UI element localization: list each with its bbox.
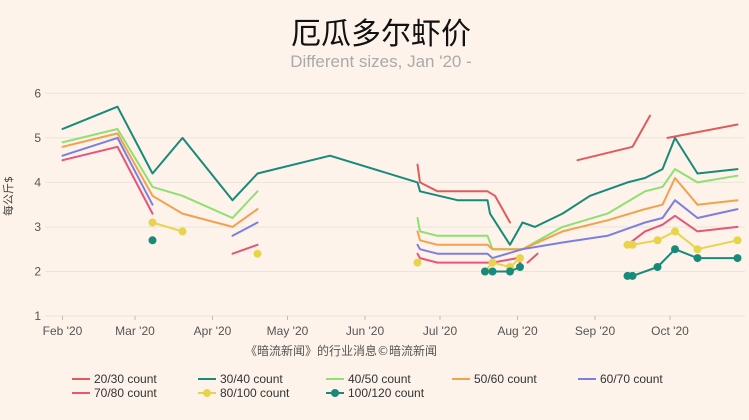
legend-label: 20/30 count <box>94 372 157 386</box>
series-line <box>61 132 259 228</box>
legend: 20/30 count 30/40 count 40/50 count 50/60 c… <box>72 372 663 400</box>
data-point <box>413 258 422 267</box>
data-point <box>178 227 187 236</box>
data-point <box>481 267 489 276</box>
series-line <box>231 221 259 237</box>
series-line <box>626 214 739 246</box>
series-line <box>416 163 511 224</box>
data-point <box>671 227 679 236</box>
series-30-40-count <box>61 105 739 246</box>
chart-subtitle: Different sizes, Jan '20 - <box>290 52 472 71</box>
series-line <box>526 252 539 264</box>
x-tick-label: Aug '20 <box>497 324 538 338</box>
data-point <box>628 240 637 249</box>
y-tick-label: 3 <box>34 220 41 234</box>
data-point <box>693 254 702 263</box>
series-20-30-count <box>416 114 739 224</box>
series-line <box>61 136 154 206</box>
data-point <box>653 263 662 271</box>
legend-item: 50/60 count <box>452 372 537 386</box>
legend-label: 40/50 count <box>348 372 411 386</box>
series-line <box>576 114 651 162</box>
data-point <box>653 236 662 245</box>
series <box>61 105 742 280</box>
x-tick-label: Oct '20 <box>651 324 689 338</box>
data-point <box>671 245 679 254</box>
data-point <box>488 258 497 267</box>
legend-item: 100/120 count <box>326 386 425 400</box>
series-line <box>61 128 259 219</box>
legend-item: 20/30 count <box>72 372 157 386</box>
series-line <box>416 199 739 260</box>
series-line <box>666 123 739 139</box>
series-line <box>484 257 521 273</box>
x-tick-label: Jun '20 <box>346 324 385 338</box>
legend-label: 100/120 count <box>348 386 425 400</box>
x-tick-label: May '20 <box>267 324 309 338</box>
x-tick-label: Sep '20 <box>575 324 616 338</box>
series-line <box>151 221 184 233</box>
y-tick-label: 6 <box>34 86 41 100</box>
series-line <box>231 243 259 255</box>
legend-item: 40/50 count <box>326 372 411 386</box>
legend-label: 30/40 count <box>220 372 283 386</box>
x-tick-label: Apr '20 <box>194 324 232 338</box>
x-tick-label: Feb '20 <box>43 324 83 338</box>
y-tick-label: 4 <box>34 175 41 189</box>
data-point <box>488 267 497 276</box>
y-tick-label: 5 <box>34 131 41 145</box>
series-40-50-count <box>61 128 739 251</box>
legend-marker <box>331 389 339 397</box>
legend-item: 80/100 count <box>198 386 290 400</box>
series-50-60-count <box>61 132 739 251</box>
data-point <box>516 263 524 271</box>
series-line <box>61 105 739 246</box>
series-line <box>416 177 739 251</box>
series-60-70-count <box>61 136 739 260</box>
legend-marker <box>203 389 211 397</box>
x-tick-label: Jul '20 <box>423 324 458 338</box>
legend-label: 60/70 count <box>600 372 663 386</box>
chart-title: 厄瓜多尔虾价 <box>291 17 471 52</box>
data-point <box>733 236 742 245</box>
data-point <box>148 218 157 227</box>
legend-label: 50/60 count <box>474 372 537 386</box>
data-point <box>506 267 514 276</box>
data-point <box>253 249 262 258</box>
legend-item: 70/80 count <box>72 386 157 400</box>
legend-label: 80/100 count <box>220 386 290 400</box>
grid <box>45 92 745 317</box>
y-tick-label: 1 <box>34 309 41 323</box>
legend-label: 70/80 count <box>94 386 157 400</box>
series-100-120-count <box>148 236 742 280</box>
data-point <box>693 245 702 254</box>
source-note: 《暗流新闻》的行业消息©暗流新闻 <box>245 343 437 358</box>
series-line <box>61 145 154 215</box>
data-point <box>516 254 524 263</box>
y-tick-label: 2 <box>34 264 41 278</box>
y-axis-label: 每公斤$ <box>1 176 15 216</box>
series-70-80-count <box>61 145 739 268</box>
data-point <box>628 271 637 280</box>
data-point <box>148 236 157 245</box>
x-tick-label: Mar '20 <box>115 324 155 338</box>
axes: 1 2 3 4 5 6 Feb '20 Mar '20 Apr '20 May '20 Jun '2… <box>34 86 689 338</box>
series-line <box>416 168 739 251</box>
legend-item: 30/40 count <box>198 372 283 386</box>
data-point <box>733 254 742 263</box>
legend-item: 60/70 count <box>578 372 663 386</box>
